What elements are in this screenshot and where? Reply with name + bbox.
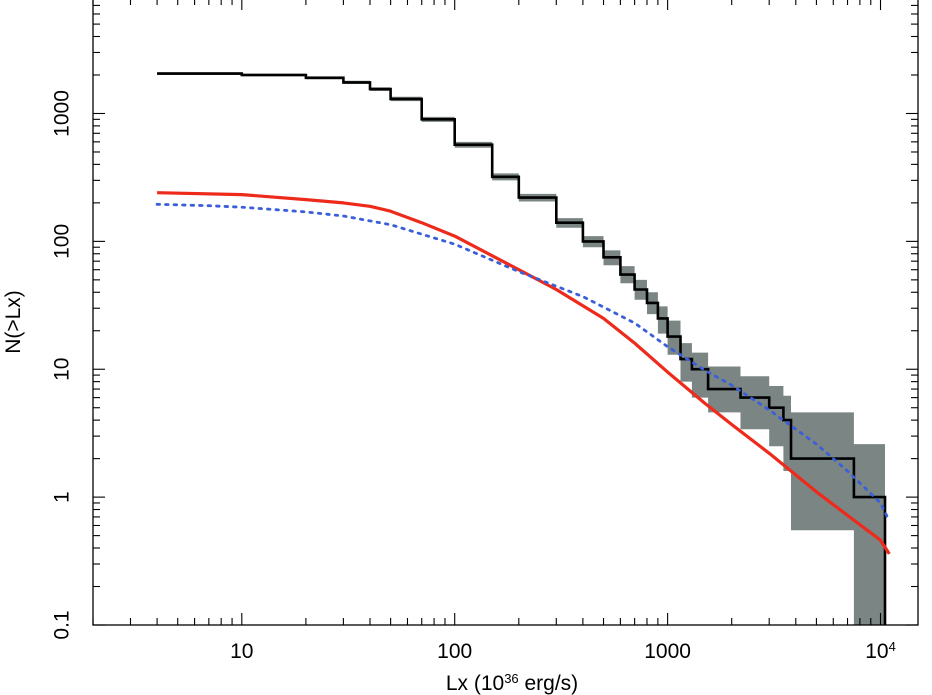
plot-frame [92, 0, 919, 626]
x-tick-label: 10 [230, 640, 253, 663]
cumulative-step-line [157, 72, 887, 625]
x-axis-label: Lx (1036 erg/s) [446, 671, 578, 695]
x-tick-label: 1000 [644, 640, 691, 663]
tick-layer [92, 0, 918, 626]
y-axis-label: N(>Lx) [2, 290, 25, 354]
tick-label-layer: 10 100 1000 104 0.1 1 10 100 1000 [51, 90, 896, 663]
y-tick-label: 10 [51, 358, 74, 381]
x-tick-label: 104 [865, 639, 896, 664]
dotted-model-line [155, 202, 891, 523]
y-tick-label: 0.1 [51, 610, 74, 639]
y-tick-label: 100 [51, 224, 74, 259]
series-layer [155, 72, 891, 625]
y-tick-label: 1000 [51, 90, 74, 137]
solid-model-line [157, 191, 891, 555]
x-tick-label: 100 [437, 640, 472, 663]
y-tick-label: 1 [51, 491, 74, 503]
